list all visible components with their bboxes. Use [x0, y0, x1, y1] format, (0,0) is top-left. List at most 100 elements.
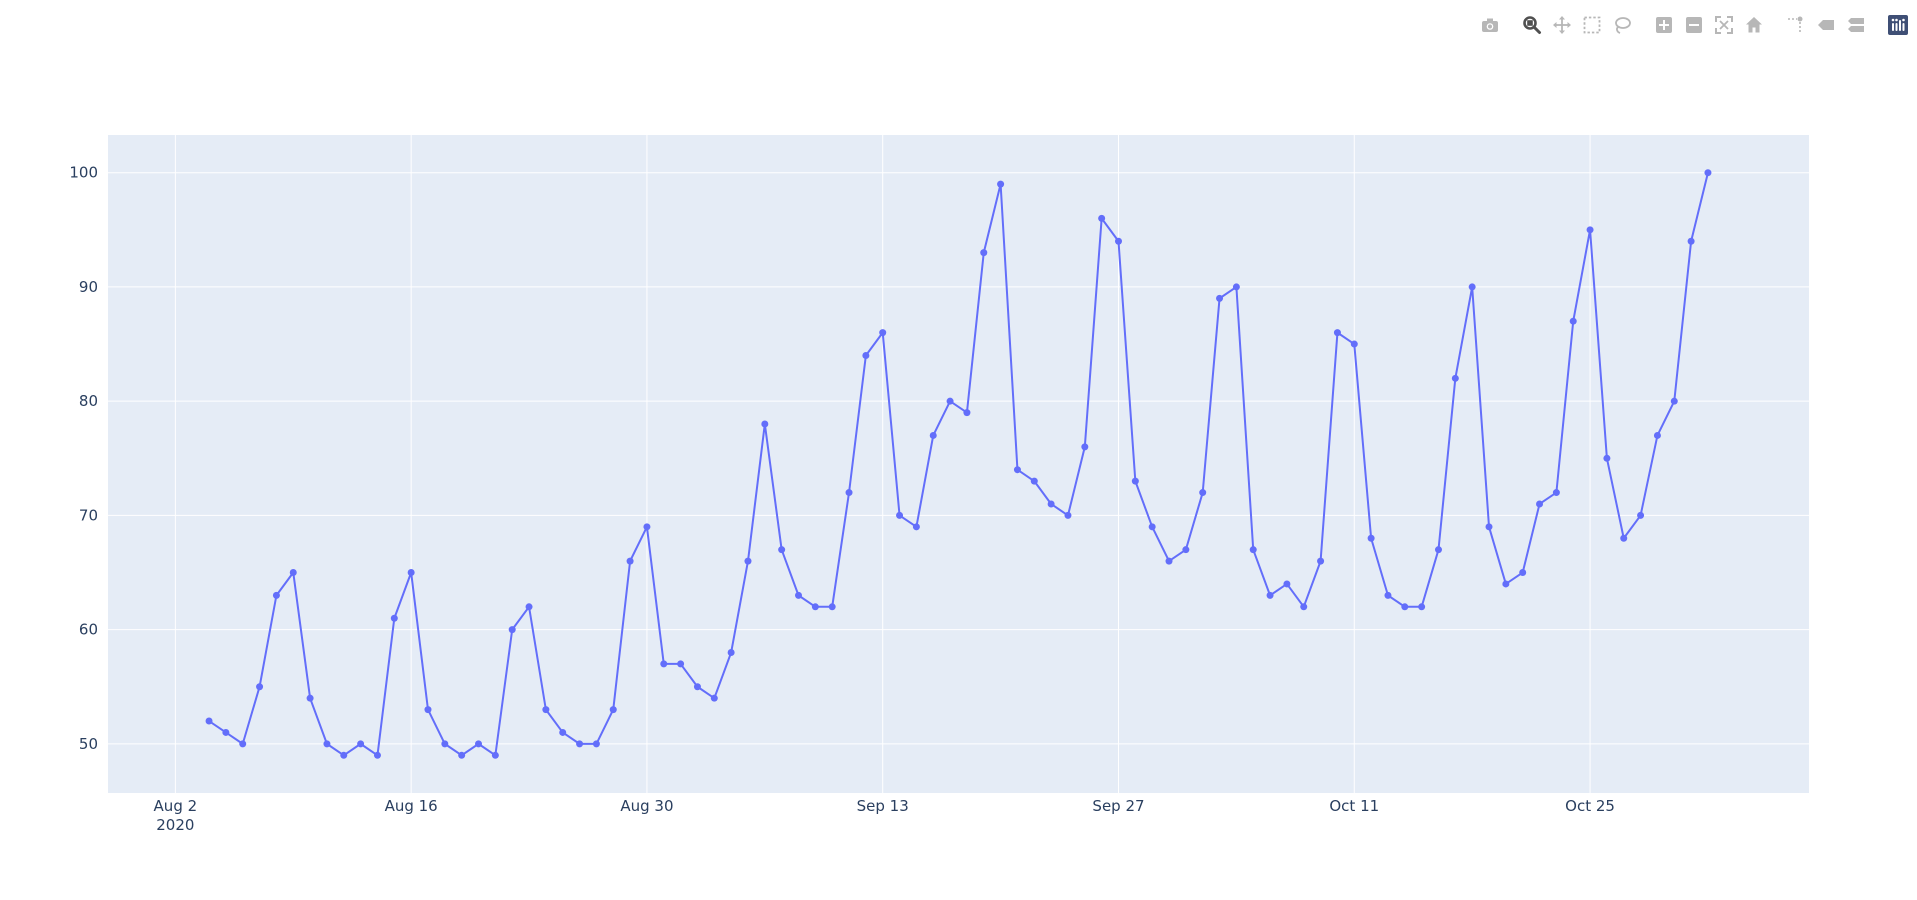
data-point[interactable] — [525, 603, 533, 611]
data-point[interactable] — [727, 648, 735, 656]
data-point[interactable] — [1350, 340, 1358, 348]
data-point[interactable] — [845, 489, 853, 497]
data-point[interactable] — [1165, 557, 1173, 565]
data-point[interactable] — [1064, 511, 1072, 519]
data-point[interactable] — [1283, 580, 1291, 588]
data-point[interactable] — [1333, 329, 1341, 337]
data-point[interactable] — [912, 523, 920, 531]
data-point[interactable] — [744, 557, 752, 565]
data-point[interactable] — [1232, 283, 1240, 291]
data-point[interactable] — [1266, 591, 1274, 599]
data-point[interactable] — [626, 557, 634, 565]
data-point[interactable] — [1401, 603, 1409, 611]
data-point[interactable] — [811, 603, 819, 611]
data-point[interactable] — [946, 397, 954, 405]
zoom-in-button[interactable] — [1649, 14, 1679, 36]
data-point[interactable] — [576, 740, 584, 748]
data-point[interactable] — [1569, 317, 1577, 325]
data-point[interactable] — [1384, 591, 1392, 599]
data-point[interactable] — [239, 740, 247, 748]
camera-button[interactable] — [1475, 14, 1505, 36]
data-point[interactable] — [1620, 534, 1628, 542]
data-point[interactable] — [660, 660, 668, 668]
data-point[interactable] — [609, 706, 617, 714]
data-point[interactable] — [963, 409, 971, 417]
home-button[interactable] — [1739, 14, 1769, 36]
autoscale-button[interactable] — [1709, 14, 1739, 36]
data-point[interactable] — [1081, 443, 1089, 451]
data-point[interactable] — [1603, 454, 1611, 462]
data-point[interactable] — [1485, 523, 1493, 531]
data-point[interactable] — [424, 706, 432, 714]
data-point[interactable] — [1047, 500, 1055, 508]
data-point[interactable] — [1451, 374, 1459, 382]
data-point[interactable] — [1418, 603, 1426, 611]
data-point[interactable] — [1013, 466, 1021, 474]
data-point[interactable] — [761, 420, 769, 428]
data-point[interactable] — [458, 751, 466, 759]
data-point[interactable] — [1653, 431, 1661, 439]
data-point[interactable] — [592, 740, 600, 748]
hover-compare-button[interactable] — [1841, 14, 1871, 36]
data-point[interactable] — [1030, 477, 1038, 485]
plot-area[interactable] — [108, 135, 1809, 793]
data-point[interactable] — [997, 180, 1005, 188]
box-select-button[interactable] — [1577, 14, 1607, 36]
data-point[interactable] — [980, 249, 988, 257]
data-point[interactable] — [1687, 237, 1695, 245]
data-point[interactable] — [643, 523, 651, 531]
data-point[interactable] — [1502, 580, 1510, 588]
data-point[interactable] — [357, 740, 365, 748]
data-point[interactable] — [1552, 489, 1560, 497]
data-point[interactable] — [256, 683, 264, 691]
data-point[interactable] — [1317, 557, 1325, 565]
pan-button[interactable] — [1547, 14, 1577, 36]
spike-lines-button[interactable] — [1781, 14, 1811, 36]
data-point[interactable] — [559, 728, 567, 736]
data-point[interactable] — [1468, 283, 1476, 291]
data-point[interactable] — [828, 603, 836, 611]
data-point[interactable] — [475, 740, 483, 748]
data-point[interactable] — [407, 569, 415, 577]
data-point[interactable] — [693, 683, 701, 691]
data-point[interactable] — [710, 694, 718, 702]
data-point[interactable] — [896, 511, 904, 519]
lasso-select-button[interactable] — [1607, 14, 1637, 36]
data-point[interactable] — [1434, 546, 1442, 554]
plotly-logo-button[interactable] — [1883, 14, 1913, 36]
data-point[interactable] — [1637, 511, 1645, 519]
data-point[interactable] — [1704, 169, 1712, 177]
data-point[interactable] — [542, 706, 550, 714]
data-point[interactable] — [323, 740, 331, 748]
data-point[interactable] — [1098, 214, 1106, 222]
data-point[interactable] — [1216, 294, 1224, 302]
data-point[interactable] — [306, 694, 314, 702]
data-point[interactable] — [929, 431, 937, 439]
zoom-out-button[interactable] — [1679, 14, 1709, 36]
zoom-button[interactable] — [1517, 14, 1547, 36]
hover-closest-button[interactable] — [1811, 14, 1841, 36]
data-point[interactable] — [862, 351, 870, 359]
data-point[interactable] — [1586, 226, 1594, 234]
data-point[interactable] — [289, 569, 297, 577]
data-point[interactable] — [1199, 489, 1207, 497]
data-point[interactable] — [795, 591, 802, 599]
data-point[interactable] — [1519, 569, 1527, 577]
data-point[interactable] — [340, 751, 348, 759]
data-point[interactable] — [879, 329, 887, 337]
data-point[interactable] — [1148, 523, 1156, 531]
data-point[interactable] — [1131, 477, 1139, 485]
data-point[interactable] — [205, 717, 213, 725]
data-point[interactable] — [1367, 534, 1375, 542]
data-point[interactable] — [677, 660, 685, 668]
data-point[interactable] — [441, 740, 449, 748]
data-point[interactable] — [1249, 546, 1257, 554]
data-point[interactable] — [491, 751, 499, 759]
data-point[interactable] — [778, 546, 786, 554]
data-point[interactable] — [390, 614, 398, 622]
data-point[interactable] — [1182, 546, 1190, 554]
data-point[interactable] — [1536, 500, 1544, 508]
data-point[interactable] — [1115, 237, 1122, 245]
data-point[interactable] — [222, 728, 230, 736]
